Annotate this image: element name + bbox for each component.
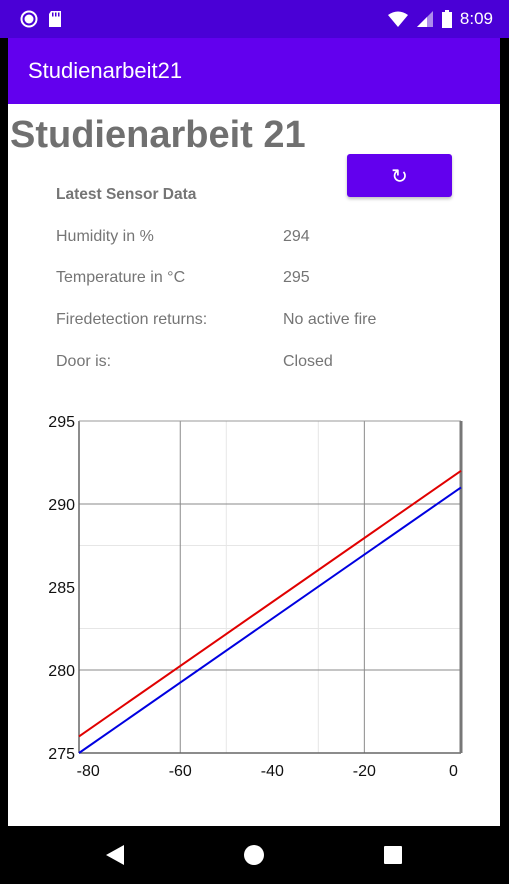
app-bar-title: Studienarbeit21 (28, 58, 183, 83)
sd-card-icon (49, 11, 61, 27)
door-label: Door is: (56, 353, 112, 370)
battery-icon (441, 10, 452, 28)
door-value: Closed (283, 353, 333, 370)
cell-signal-icon (416, 11, 433, 27)
series-line-0 (78, 469, 462, 738)
status-bar: 8:09 (0, 0, 509, 38)
app-bar: Studienarbeit21 (8, 38, 500, 104)
sensor-line-chart: -80 -60 -40 -20 0 295 290 285 280 275 (48, 414, 463, 780)
humidity-value: 294 (283, 228, 310, 245)
status-time: 8:09 (459, 9, 493, 28)
x-tick-label: -40 (261, 763, 284, 780)
refresh-button[interactable]: ↻ (347, 154, 452, 197)
back-icon[interactable] (104, 844, 126, 866)
recents-icon[interactable] (383, 845, 403, 865)
wifi-icon (387, 11, 408, 27)
status-bar-right-icons: 8:09 (387, 9, 493, 29)
y-tick-label: 295 (48, 414, 75, 431)
navigation-bar (0, 826, 509, 884)
firedetection-value: No active fire (283, 311, 377, 328)
y-tick-label: 280 (48, 663, 75, 680)
firedetection-label: Firedetection returns: (56, 311, 208, 328)
x-tick-label: -60 (169, 763, 192, 780)
notification-circle-icon (20, 10, 38, 28)
status-bar-left-icons (20, 10, 62, 28)
humidity-label: Humidity in % (56, 228, 154, 245)
temperature-label: Temperature in °C (56, 269, 186, 286)
page-title: Studienarbeit 21 (10, 114, 306, 156)
section-title: Latest Sensor Data (56, 186, 197, 203)
main-content: Studienarbeit 21 ↻ Latest Sensor Data Hu… (8, 104, 500, 826)
y-tick-label: 275 (48, 746, 75, 763)
temperature-value: 295 (283, 269, 310, 286)
y-tick-label: 285 (48, 580, 75, 597)
y-tick-label: 290 (48, 497, 75, 514)
x-tick-label: -20 (353, 763, 376, 780)
series-line-1 (78, 486, 462, 754)
x-tick-label: -80 (77, 763, 100, 780)
x-tick-label: 0 (449, 763, 458, 780)
refresh-icon: ↻ (391, 163, 408, 188)
home-icon[interactable] (243, 844, 265, 866)
